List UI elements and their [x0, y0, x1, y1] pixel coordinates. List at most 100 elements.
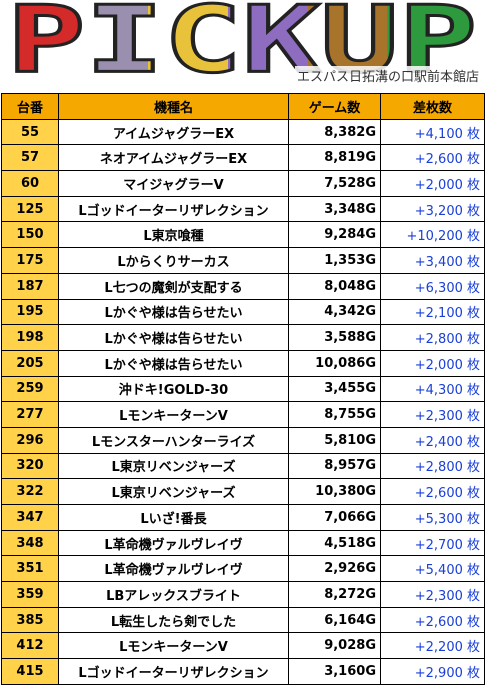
machine-number: 125: [1, 195, 59, 223]
game-count: 8,048G: [288, 272, 381, 300]
machine-number: 359: [1, 581, 59, 608]
coin-difference: +2,200 枚: [380, 632, 485, 660]
machine-name: 沖ドキ!GOLD-30: [58, 375, 289, 403]
table-row: 359 LBアレックスブライト 8,272G +2,300 枚: [1, 581, 485, 608]
table-row: 412 LモンキーターンV 9,028G +2,200 枚: [1, 632, 485, 660]
table-body: 55 アイムジャグラーEX 8,382G +4,100 枚 57 ネオアイムジャグラーEX…: [1, 118, 485, 685]
machine-number: 277: [1, 401, 59, 428]
machine-number: 57: [1, 144, 59, 172]
game-count: 10,086G: [288, 349, 381, 377]
table-row: 205 Lかぐや様は告らせたい 10,086G +2,000 枚: [1, 349, 485, 377]
game-count: 2,926G: [288, 555, 381, 583]
game-count: 9,028G: [288, 632, 381, 660]
table-row: 347 Lいざ!番長 7,066G +5,300 枚: [1, 504, 485, 531]
machine-number: 351: [1, 555, 59, 583]
header-row: 台番 機種名 ゲーム数 差枚数: [1, 93, 485, 120]
table-row: 187 L七つの魔剣が支配する 8,048G +6,300 枚: [1, 272, 485, 300]
table-row: 198 Lかぐや様は告らせたい 3,588G +2,800 枚: [1, 324, 485, 351]
machine-number: 385: [1, 606, 59, 634]
coin-difference: +2,800 枚: [380, 452, 485, 480]
column-header: 台番: [1, 93, 59, 120]
coin-difference: +2,000 枚: [380, 349, 485, 377]
coin-difference: +5,400 枚: [380, 555, 485, 583]
game-count: 4,518G: [288, 529, 381, 557]
table-row: 415 Lゴッドイーターリザレクション 3,160G +2,900 枚: [1, 658, 485, 685]
machine-number: 347: [1, 504, 59, 531]
machine-number: 187: [1, 272, 59, 300]
machine-name: LモンキーターンV: [58, 632, 289, 660]
table-row: 351 L革命機ヴァルヴレイヴ 2,926G +5,400 枚: [1, 555, 485, 583]
game-count: 9,284G: [288, 221, 381, 249]
table-row: 175 Lからくりサーカス 1,353G +3,400 枚: [1, 247, 485, 274]
column-header: 機種名: [58, 93, 289, 120]
store-name: エスパス日拓溝の口駅前本館店: [294, 66, 481, 85]
table-row: 277 LモンキーターンV 8,755G +2,300 枚: [1, 401, 485, 428]
game-count: 1,353G: [288, 247, 381, 274]
table-row: 385 L転生したら剣でした 6,164G +2,600 枚: [1, 606, 485, 634]
coin-difference: +3,200 枚: [380, 195, 485, 223]
table-row: 60 マイジャグラーV 7,528G +2,000 枚: [1, 170, 485, 197]
machine-name: Lかぐや様は告らせたい: [58, 298, 289, 326]
game-count: 8,755G: [288, 401, 381, 428]
game-count: 4,342G: [288, 298, 381, 326]
machine-number: 195: [1, 298, 59, 326]
game-count: 7,528G: [288, 170, 381, 197]
column-header: 差枚数: [380, 93, 485, 120]
table-row: 150 L東京喰種 9,284G +10,200 枚: [1, 221, 485, 249]
machine-number: 60: [1, 170, 59, 197]
machine-name: L東京喰種: [58, 221, 289, 249]
machine-number: 322: [1, 478, 59, 505]
machine-name: Lからくりサーカス: [58, 247, 289, 274]
table-row: 259 沖ドキ!GOLD-30 3,455G +4,300 枚: [1, 375, 485, 403]
machine-number: 415: [1, 658, 59, 685]
banner: PICKUP: [6, 0, 479, 93]
banner-title: PICKUP: [7, 0, 477, 93]
machine-number: 259: [1, 375, 59, 403]
machine-name: L東京リベンジャーズ: [58, 478, 289, 505]
machine-name: L転生したら剣でした: [58, 606, 289, 634]
game-count: 3,160G: [288, 658, 381, 685]
machine-name: L革命機ヴァルヴレイヴ: [58, 555, 289, 583]
machine-name: Lモンスターハンターライズ: [58, 426, 289, 454]
machine-name: LモンキーターンV: [58, 401, 289, 428]
coin-difference: +2,300 枚: [380, 581, 485, 608]
coin-difference: +2,700 枚: [380, 529, 485, 557]
game-count: 8,382G: [288, 118, 381, 146]
table-row: 296 Lモンスターハンターライズ 5,810G +2,400 枚: [1, 426, 485, 454]
game-count: 6,164G: [288, 606, 381, 634]
game-count: 3,455G: [288, 375, 381, 403]
machine-name: L東京リベンジャーズ: [58, 452, 289, 480]
coin-difference: +2,900 枚: [380, 658, 485, 685]
machine-name: Lかぐや様は告らせたい: [58, 324, 289, 351]
machine-number: 320: [1, 452, 59, 480]
machine-number: 296: [1, 426, 59, 454]
coin-difference: +2,400 枚: [380, 426, 485, 454]
coin-difference: +2,000 枚: [380, 170, 485, 197]
machine-number: 198: [1, 324, 59, 351]
game-count: 10,380G: [288, 478, 381, 505]
table-row: 125 Lゴッドイーターリザレクション 3,348G +3,200 枚: [1, 195, 485, 223]
game-count: 3,348G: [288, 195, 381, 223]
coin-difference: +2,100 枚: [380, 298, 485, 326]
machine-name: L七つの魔剣が支配する: [58, 272, 289, 300]
coin-difference: +2,300 枚: [380, 401, 485, 428]
machine-name: Lゴッドイーターリザレクション: [58, 658, 289, 685]
game-count: 8,819G: [288, 144, 381, 172]
table-row: 348 L革命機ヴァルヴレイヴ 4,518G +2,700 枚: [1, 529, 485, 557]
table-row: 57 ネオアイムジャグラーEX 8,819G +2,600 枚: [1, 144, 485, 172]
machine-name: Lいざ!番長: [58, 504, 289, 531]
table-row: 322 L東京リベンジャーズ 10,380G +2,600 枚: [1, 478, 485, 505]
game-count: 3,588G: [288, 324, 381, 351]
coin-difference: +2,600 枚: [380, 144, 485, 172]
table-row: 195 Lかぐや様は告らせたい 4,342G +2,100 枚: [1, 298, 485, 326]
coin-difference: +4,100 枚: [380, 118, 485, 146]
machine-name: マイジャグラーV: [58, 170, 289, 197]
machine-number: 348: [1, 529, 59, 557]
coin-difference: +2,600 枚: [380, 606, 485, 634]
game-count: 8,272G: [288, 581, 381, 608]
table-row: 320 L東京リベンジャーズ 8,957G +2,800 枚: [1, 452, 485, 480]
machine-name: ネオアイムジャグラーEX: [58, 144, 289, 172]
machine-name: Lゴッドイーターリザレクション: [58, 195, 289, 223]
